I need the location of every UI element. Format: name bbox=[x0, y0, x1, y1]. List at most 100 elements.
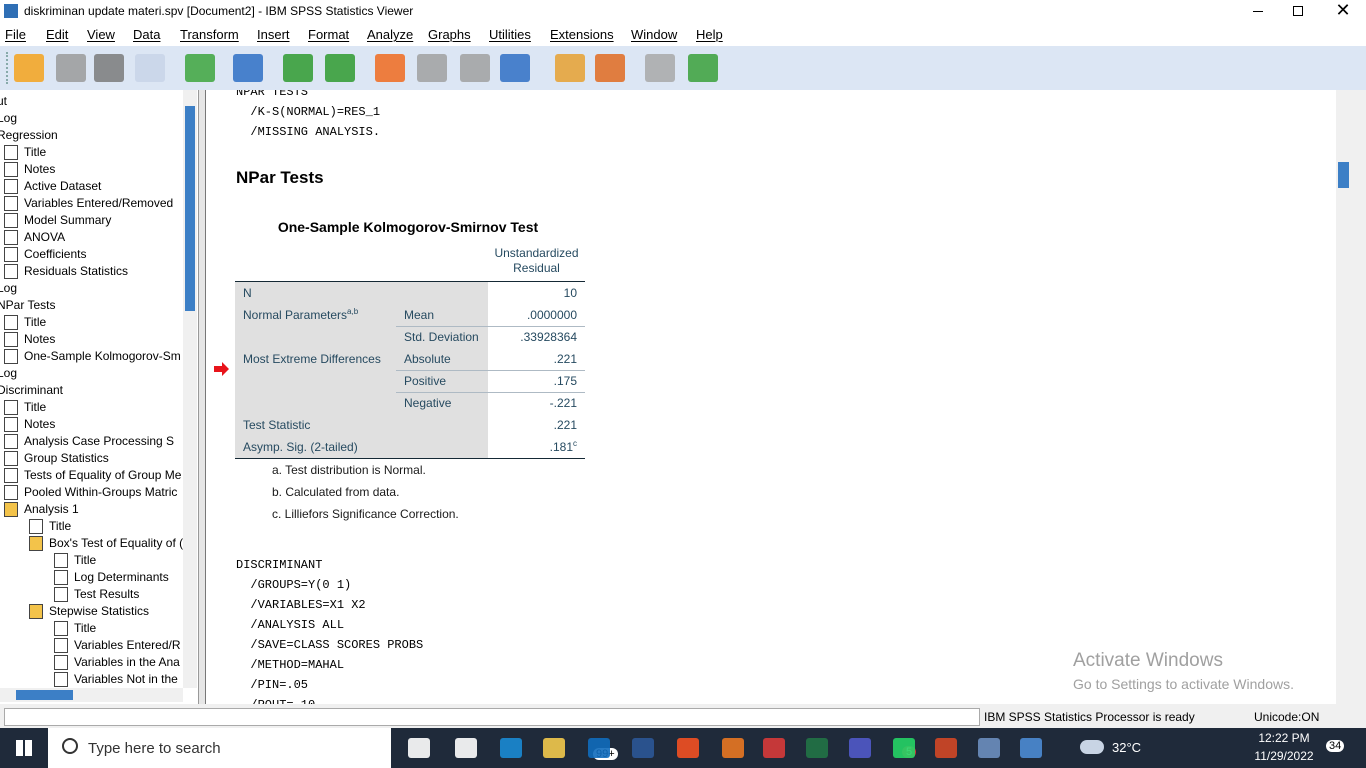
outline-item[interactable]: Group Statistics bbox=[24, 451, 109, 465]
toolbar-button[interactable] bbox=[233, 54, 263, 82]
outline-item[interactable]: Variables in the Ana bbox=[74, 655, 180, 669]
outline-item[interactable]: Active Dataset bbox=[24, 179, 102, 193]
footnote: c. Lilliefors Significance Correction. bbox=[272, 507, 459, 521]
menu-item[interactable]: Utilities bbox=[489, 27, 531, 42]
outline-item[interactable]: Variables Not in the bbox=[74, 672, 178, 686]
toolbar-button[interactable] bbox=[283, 54, 313, 82]
outline-item[interactable]: Tests of Equality of Group Me bbox=[24, 468, 182, 482]
menu-item[interactable]: Transform bbox=[180, 27, 239, 42]
outline-item[interactable]: Title bbox=[24, 145, 47, 159]
notification-badge[interactable]: 34 bbox=[1326, 740, 1345, 752]
start-button[interactable] bbox=[16, 740, 32, 756]
column-header: Unstandardized Residual bbox=[494, 246, 579, 275]
taskbar-app[interactable] bbox=[893, 738, 915, 758]
outline-book-icon bbox=[29, 604, 43, 619]
menu-item[interactable]: Insert bbox=[257, 27, 290, 42]
taskbar-app[interactable] bbox=[500, 738, 522, 758]
taskbar-app[interactable] bbox=[543, 738, 565, 758]
outline-item[interactable]: Notes bbox=[24, 162, 56, 176]
taskbar-app[interactable] bbox=[763, 738, 785, 758]
menu-item[interactable]: Data bbox=[133, 27, 161, 42]
outline-item[interactable]: Variables Entered/Removed bbox=[24, 196, 174, 210]
weather[interactable]: 32°C bbox=[1112, 740, 1142, 755]
outline-item[interactable]: Residuals Statistics bbox=[24, 264, 129, 278]
menu-item[interactable]: Graphs bbox=[428, 27, 471, 42]
syntax-line: /VARIABLES=X1 X2 bbox=[236, 598, 366, 612]
outline-item[interactable]: Pooled Within-Groups Matric bbox=[24, 485, 178, 499]
outline-item[interactable]: Title bbox=[24, 315, 47, 329]
outline-item[interactable]: NPar Tests bbox=[0, 298, 56, 312]
outline-item[interactable]: Notes bbox=[24, 332, 56, 346]
outline-item[interactable]: Title bbox=[24, 400, 47, 414]
toolbar-button[interactable] bbox=[375, 54, 405, 82]
toolbar-button[interactable] bbox=[595, 54, 625, 82]
outline-item[interactable]: Log bbox=[0, 281, 18, 295]
outline-item[interactable]: ANOVA bbox=[24, 230, 66, 244]
outline-item[interactable]: ut bbox=[0, 94, 8, 108]
outline-item[interactable]: Title bbox=[74, 621, 97, 635]
toolbar-button[interactable] bbox=[94, 54, 124, 82]
row-value: 10 bbox=[488, 282, 585, 304]
menu-item[interactable]: View bbox=[87, 27, 115, 42]
outline-item[interactable]: Analysis Case Processing S bbox=[24, 434, 175, 448]
taskbar-app[interactable] bbox=[588, 738, 610, 758]
toolbar-button[interactable] bbox=[56, 54, 86, 82]
taskbar-app[interactable] bbox=[806, 738, 828, 758]
outline-scroll-thumb[interactable] bbox=[185, 106, 195, 311]
taskbar-app[interactable] bbox=[408, 738, 430, 758]
taskbar-app[interactable] bbox=[455, 738, 477, 758]
outline-item[interactable]: Discriminant bbox=[0, 383, 64, 397]
taskbar-app[interactable] bbox=[849, 738, 871, 758]
toolbar-button[interactable] bbox=[645, 54, 675, 82]
minimize-button[interactable] bbox=[1243, 0, 1273, 23]
menu-item[interactable]: Help bbox=[696, 27, 723, 42]
row-value: .0000000 bbox=[488, 304, 585, 326]
taskbar-app[interactable] bbox=[722, 738, 744, 758]
toolbar-button[interactable] bbox=[417, 54, 447, 82]
toolbar-button[interactable] bbox=[460, 54, 490, 82]
outline-item[interactable]: Title bbox=[74, 553, 97, 567]
taskbar-app[interactable] bbox=[677, 738, 699, 758]
clock-date[interactable]: 11/29/2022 bbox=[1254, 749, 1314, 763]
menu-item[interactable]: Format bbox=[308, 27, 350, 42]
restore-button[interactable] bbox=[1283, 0, 1313, 23]
taskbar-app[interactable] bbox=[632, 738, 654, 758]
taskbar-app[interactable] bbox=[1020, 738, 1042, 758]
outline-item[interactable]: Model Summary bbox=[24, 213, 112, 227]
menu-item[interactable]: Analyze bbox=[367, 27, 414, 42]
menu-item[interactable]: Edit bbox=[46, 27, 69, 42]
outline-item[interactable]: Box's Test of Equality of ( bbox=[49, 536, 184, 550]
outline-hscroll-thumb[interactable] bbox=[16, 690, 73, 700]
search-box[interactable]: Type here to search bbox=[48, 728, 391, 768]
taskbar-app[interactable] bbox=[935, 738, 957, 758]
outline-item[interactable]: Regression bbox=[0, 128, 58, 142]
output-scroll-thumb[interactable] bbox=[1338, 162, 1349, 188]
outline-item[interactable]: Log bbox=[0, 111, 18, 125]
close-button[interactable]: ✕ bbox=[1335, 0, 1351, 20]
outline-item[interactable]: Variables Entered/R bbox=[74, 638, 181, 652]
outline-item[interactable]: Coefficients bbox=[24, 247, 87, 261]
outline-item[interactable]: Log Determinants bbox=[74, 570, 169, 584]
menu-item[interactable]: File bbox=[5, 27, 26, 42]
syntax-line: /GROUPS=Y(0 1) bbox=[236, 578, 352, 592]
toolbar-button[interactable] bbox=[688, 54, 718, 82]
toolbar-button[interactable] bbox=[500, 54, 530, 82]
outline-item[interactable]: Stepwise Statistics bbox=[49, 604, 150, 618]
toolbar-button[interactable] bbox=[135, 54, 165, 82]
clock-time[interactable]: 12:22 PM bbox=[1258, 731, 1310, 745]
toolbar-button[interactable] bbox=[185, 54, 215, 82]
outline-item[interactable]: One-Sample Kolmogorov-Sm bbox=[24, 349, 181, 363]
outline-item[interactable]: Analysis 1 bbox=[24, 502, 79, 516]
outline-pane: ut Log Regression Title Notes Active Dataset V… bbox=[0, 90, 199, 704]
outline-item[interactable]: Log bbox=[0, 366, 18, 380]
toolbar-button[interactable] bbox=[14, 54, 44, 82]
menu-item[interactable]: Extensions bbox=[550, 27, 614, 42]
menu-item[interactable]: Window bbox=[631, 27, 678, 42]
taskbar-app[interactable] bbox=[978, 738, 1000, 758]
toolbar-button[interactable] bbox=[555, 54, 585, 82]
outline-item[interactable]: Notes bbox=[24, 417, 56, 431]
pane-splitter[interactable] bbox=[199, 90, 205, 704]
outline-item[interactable]: Title bbox=[49, 519, 72, 533]
outline-item[interactable]: Test Results bbox=[74, 587, 140, 601]
toolbar-button[interactable] bbox=[325, 54, 355, 82]
